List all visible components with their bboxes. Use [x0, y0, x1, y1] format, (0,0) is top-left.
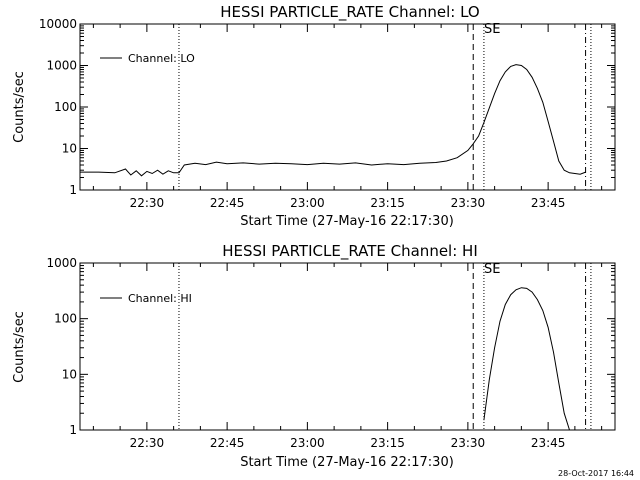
- y-axis-label: Counts/sec: [12, 71, 27, 143]
- series-lines: [80, 64, 586, 177]
- x-axis-label: Start Time (27-May-16 22:17:30): [240, 455, 454, 470]
- annotation-se: SE: [484, 22, 500, 37]
- footer-timestamp: 28-Oct-2017 16:44: [558, 469, 634, 478]
- y-tick-label: 1: [69, 183, 77, 197]
- x-tick-label: 23:30: [451, 436, 486, 450]
- x-tick-label: 23:15: [370, 436, 405, 450]
- x-tick-label: 23:45: [531, 436, 566, 450]
- y-ticks: 1 10 100 1000 10000: [39, 17, 615, 197]
- annotation-se: SE: [484, 262, 500, 277]
- y-tick-label: 100: [54, 100, 77, 114]
- x-tick-label: 23:00: [290, 436, 325, 450]
- series-lines: [483, 287, 570, 431]
- series-line: [483, 287, 570, 431]
- y-tick-label: 10: [62, 367, 77, 381]
- y-tick-label: 1: [69, 423, 77, 437]
- y-ticks: 1 10 100 1000: [46, 256, 615, 437]
- marker-lines: [178, 263, 592, 430]
- legend: Channel: HI: [100, 292, 192, 305]
- x-tick-label: 23:45: [531, 196, 566, 210]
- series-line: [80, 64, 586, 177]
- y-tick-label: 10000: [39, 17, 77, 31]
- y-tick-label: 10: [62, 142, 77, 156]
- chart-title: HESSI PARTICLE_RATE Channel: HI: [222, 242, 478, 261]
- plot-frame: [79, 23, 616, 191]
- x-tick-label: 23:30: [451, 196, 486, 210]
- x-tick-label: 22:30: [130, 196, 165, 210]
- x-tick-label: 23:00: [290, 196, 325, 210]
- plot-frame: [79, 262, 616, 431]
- x-axis-label: Start Time (27-May-16 22:17:30): [240, 214, 454, 229]
- y-tick-label: 100: [54, 312, 77, 326]
- legend: Channel: LO: [100, 52, 195, 65]
- x-tick-label: 22:45: [210, 196, 245, 210]
- y-axis-label: Counts/sec: [12, 311, 27, 383]
- x-ticks: 22:30 22:45 23:00 23:15 23:30 23:45: [92, 263, 603, 450]
- legend-label: Channel: LO: [128, 52, 195, 65]
- x-tick-label: 23:15: [370, 196, 405, 210]
- legend-label: Channel: HI: [128, 292, 192, 305]
- x-tick-label: 22:45: [210, 436, 245, 450]
- panel-lo: HESSI PARTICLE_RATE Channel: LO 1 10 100 10…: [12, 3, 616, 229]
- x-tick-label: 22:30: [130, 436, 165, 450]
- x-ticks: 22:30 22:45 23:00 23:15 23:30 23:45: [92, 24, 603, 210]
- marker-lines: [178, 24, 592, 190]
- y-tick-label: 1000: [46, 256, 77, 270]
- chart-title: HESSI PARTICLE_RATE Channel: LO: [220, 3, 479, 22]
- y-tick-label: 1000: [46, 59, 77, 73]
- panel-hi: HESSI PARTICLE_RATE Channel: HI 1 10 100 10…: [12, 242, 616, 470]
